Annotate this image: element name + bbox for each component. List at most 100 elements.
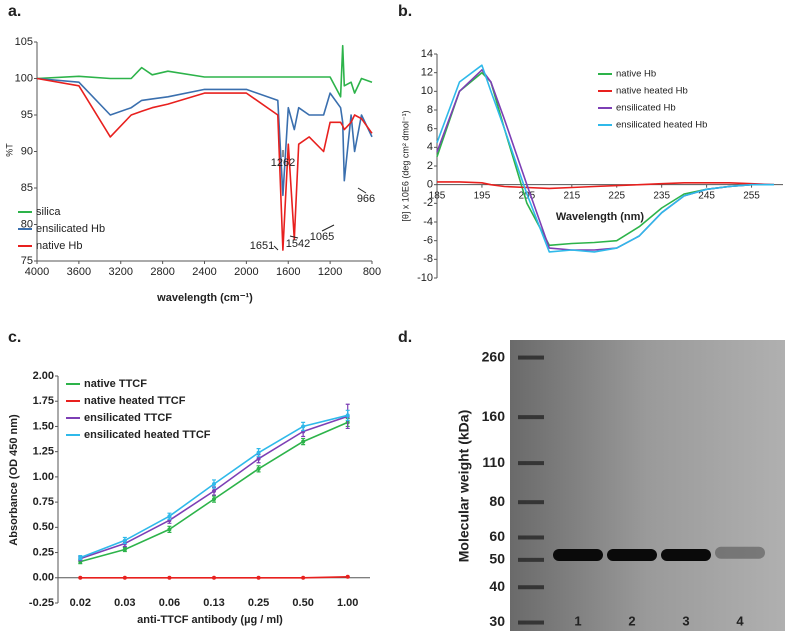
ladder-band (518, 620, 544, 625)
panel-label: d. (398, 329, 412, 346)
y-tick-label: 60 (489, 528, 505, 544)
y-tick-label: 75 (21, 255, 33, 267)
point (256, 456, 261, 461)
legend-label: native heated Hb (616, 86, 688, 97)
y-tick-label: -4 (423, 216, 433, 228)
x-tick-label: 235 (653, 190, 670, 201)
ladder-band (518, 415, 544, 420)
y-tick-label: -2 (423, 197, 433, 209)
lane-label: 3 (682, 613, 689, 628)
y-tick-label: 95 (21, 109, 33, 121)
point (122, 538, 127, 543)
point (212, 497, 216, 502)
series-line (436, 64, 774, 253)
x-tick-label: 245 (698, 190, 715, 201)
point (167, 514, 172, 519)
x-tick-label: 1600 (276, 266, 300, 278)
y-tick-label: -8 (423, 253, 433, 265)
series-line (36, 44, 373, 98)
y-tick-label: 14 (421, 48, 433, 60)
x-tick-label: 255 (743, 190, 760, 201)
point (256, 575, 261, 580)
legend-label: native Hb (616, 69, 656, 80)
x-tick-label: 1200 (318, 266, 342, 278)
y-axis-label: %T (4, 143, 14, 157)
ladder-band (518, 535, 544, 540)
x-axis-label: anti-TTCF antibody (µg / ml) (137, 614, 283, 626)
ladder-band (518, 461, 544, 466)
x-tick-label: 195 (474, 190, 491, 201)
y-tick-label: 8 (427, 104, 433, 116)
x-tick-label: 2000 (234, 266, 258, 278)
gel-band (553, 549, 603, 562)
point (301, 439, 306, 444)
y-tick-label: 160 (482, 408, 506, 424)
y-tick-label: 2.00 (33, 370, 54, 382)
ladder-band (518, 500, 544, 505)
y-axis-label: Molecular weight (kDa) (456, 410, 472, 562)
annotation: 1262 (271, 157, 295, 169)
y-tick-label: 80 (21, 218, 33, 230)
point (345, 413, 350, 418)
y-tick-label: 80 (489, 493, 505, 509)
series-line (436, 69, 774, 251)
point (78, 555, 83, 560)
y-tick-label: 0.75 (33, 496, 54, 508)
x-tick-label: 225 (608, 190, 625, 201)
y-tick-label: 0.50 (33, 521, 54, 533)
x-tick-label: 0.50 (292, 597, 313, 609)
y-tick-label: 30 (489, 613, 505, 629)
y-tick-label: 105 (15, 36, 33, 48)
y-axis-label: [θ] x 10E6 (deg cm² dmol⁻¹) (400, 110, 410, 221)
point (167, 527, 172, 532)
point (345, 574, 350, 579)
lane-label: 4 (736, 613, 744, 628)
point (256, 466, 261, 471)
x-tick-label: 1.00 (337, 597, 358, 609)
annotation-leader (357, 187, 367, 194)
point (301, 424, 306, 429)
y-tick-label: 110 (482, 454, 505, 470)
series-line (437, 181, 775, 190)
y-tick-label: 4 (427, 141, 433, 153)
legend-label: native heated TTCF (84, 395, 186, 407)
y-tick-label: 0 (427, 179, 433, 191)
point (256, 450, 261, 455)
y-tick-label: 6 (427, 123, 433, 135)
gel-image (510, 340, 785, 631)
x-tick-label: 0.03 (114, 597, 135, 609)
annotation: 1542 (286, 238, 310, 250)
y-tick-label: 1.00 (33, 471, 54, 483)
annotation-leader (273, 245, 279, 251)
point (167, 575, 172, 580)
x-tick-label: 0.25 (248, 597, 269, 609)
point (212, 489, 216, 494)
x-tick-label: 3600 (67, 266, 91, 278)
x-tick-label: 2400 (192, 266, 216, 278)
ladder-band (518, 585, 544, 590)
y-tick-label: -10 (417, 272, 433, 284)
series-line (36, 77, 373, 251)
x-tick-label: 2800 (150, 266, 174, 278)
gel-band (661, 549, 711, 562)
y-tick-label: 1.25 (33, 446, 54, 458)
ladder-band (518, 557, 544, 562)
panel-label: c. (8, 329, 21, 346)
y-tick-label: 50 (489, 551, 505, 567)
x-tick-label: 215 (563, 190, 580, 201)
y-tick-label: 1.75 (33, 395, 54, 407)
legend-label: ensilicated heated Hb (616, 120, 707, 131)
point (122, 547, 127, 552)
x-tick-label: 3200 (109, 266, 133, 278)
y-tick-label: 40 (489, 578, 505, 594)
x-tick-label: 0.02 (70, 597, 91, 609)
y-tick-label: -6 (423, 235, 433, 247)
annotation-leader (289, 235, 299, 239)
y-axis-label: Absorbance (OD 450 nm) (8, 414, 20, 546)
y-tick-label: 12 (421, 67, 433, 79)
gel-band (607, 549, 657, 562)
x-axis-label: Wavelength (nm) (556, 211, 645, 223)
annotation-leader (321, 224, 335, 232)
point (301, 575, 306, 580)
